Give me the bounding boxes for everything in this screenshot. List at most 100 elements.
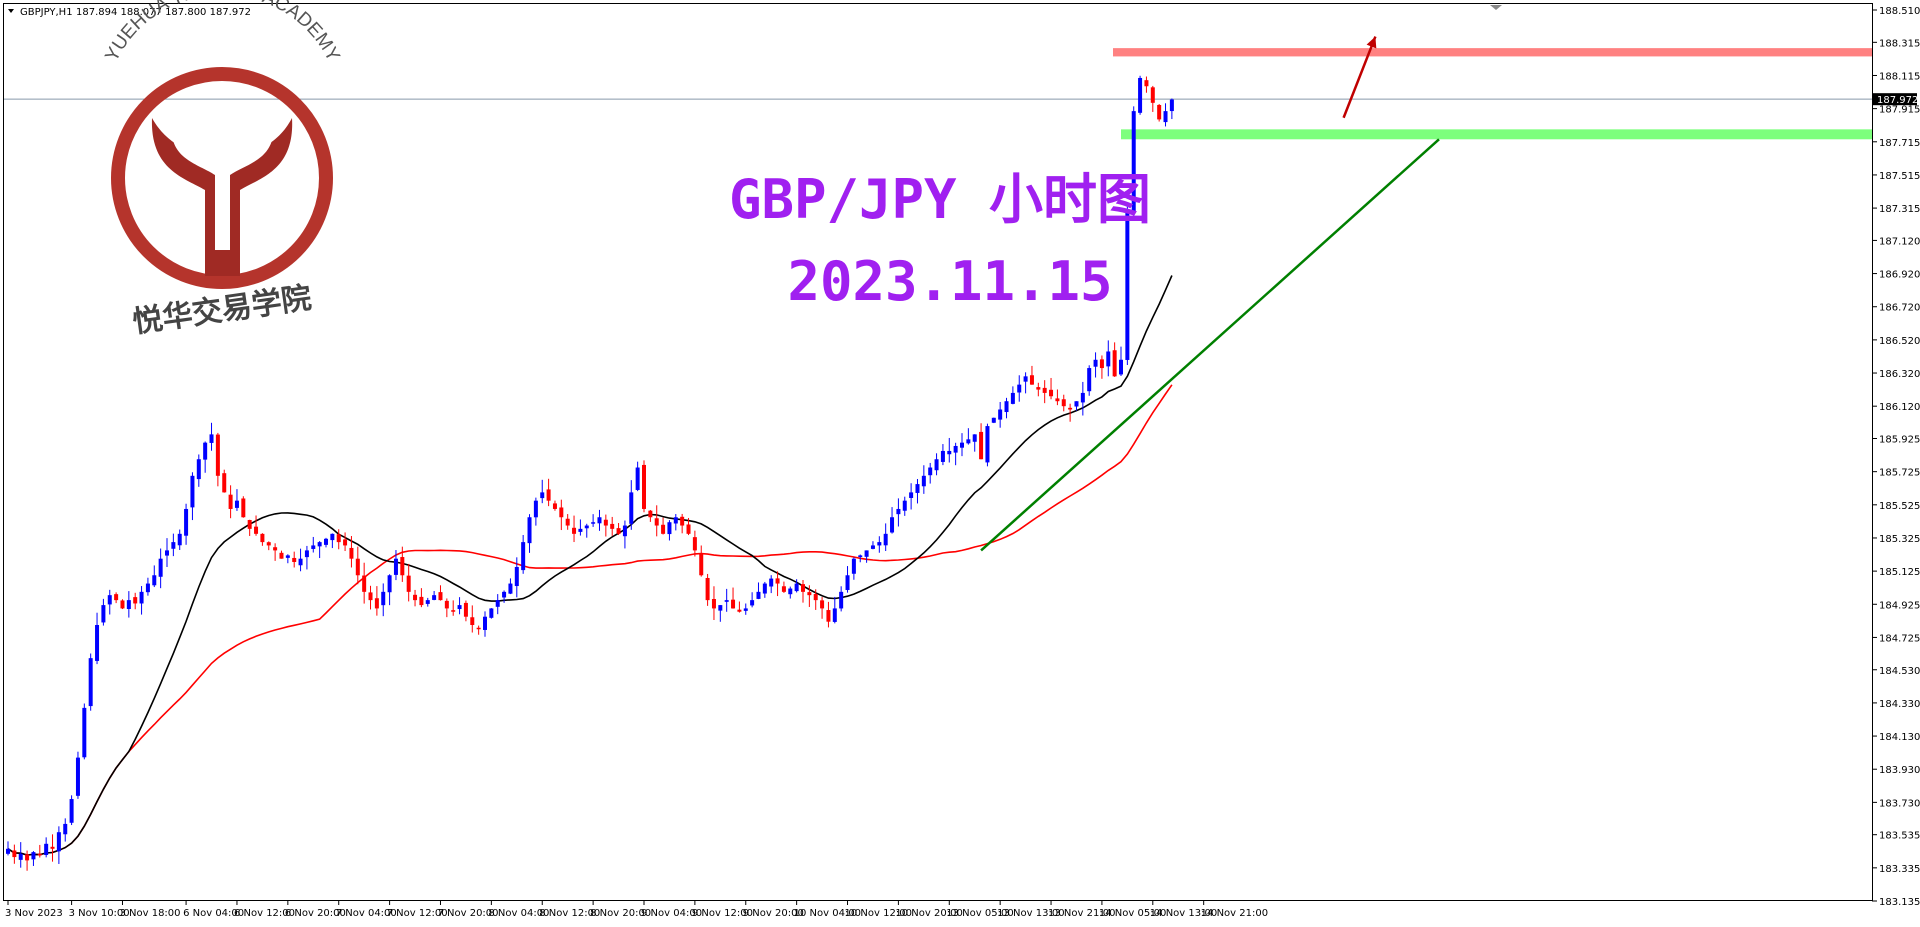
candle-body — [343, 539, 348, 546]
candle-body — [928, 467, 933, 476]
candle-body — [705, 577, 710, 601]
y-tick-label: 186.720 — [1879, 303, 1920, 314]
candle-body — [960, 442, 964, 448]
x-tick-label: 7 Nov 12:00 — [387, 908, 448, 919]
title-line1: GBP/JPY 小时图 — [729, 168, 1151, 231]
candle-body — [413, 594, 418, 601]
candle-body — [597, 517, 602, 524]
candle-body — [1017, 384, 1022, 393]
candle-body — [279, 552, 284, 559]
candle-body — [1036, 387, 1041, 390]
candle-body — [463, 602, 468, 617]
moving-averages — [7, 275, 1173, 856]
x-tick-label: 9 Nov 12:00 — [692, 908, 753, 919]
chart-shift-icon[interactable] — [1490, 5, 1502, 10]
title-line2: 2023.11.15 — [787, 250, 1112, 313]
x-tick-label: 8 Nov 20:00 — [590, 908, 651, 919]
candle-body — [1023, 376, 1028, 382]
candle-body — [540, 492, 545, 499]
x-tick-label: 6 Nov 12:00 — [234, 908, 295, 919]
x-tick-label: 14 Nov 13:00 — [1150, 908, 1217, 919]
candle-body — [1074, 401, 1079, 407]
candle-body — [292, 557, 297, 563]
zones — [1113, 48, 1872, 140]
candle-body — [304, 550, 309, 558]
support-zone — [1121, 129, 1872, 140]
candle-body — [750, 600, 755, 606]
trendline — [980, 138, 1440, 552]
candle-body — [381, 591, 386, 606]
chart-header-symbol: GBPJPY,H1 — [20, 7, 73, 18]
x-tick-label: 13 Nov 13:00 — [997, 908, 1064, 919]
candle-body — [559, 507, 564, 518]
candle-body — [769, 578, 774, 587]
candle-body — [165, 550, 169, 556]
candle-body — [12, 850, 17, 858]
x-tick-label: 9 Nov 04:00 — [641, 908, 702, 919]
candle-body — [1119, 359, 1123, 375]
candle-body — [317, 542, 322, 547]
candle-body — [1163, 111, 1168, 123]
candle-body — [336, 534, 341, 543]
resistance-zone — [1113, 48, 1872, 57]
candle-body — [966, 439, 971, 444]
candle-body — [807, 592, 812, 596]
candle-body — [794, 583, 799, 592]
candle-body — [572, 527, 577, 534]
candle-body — [171, 542, 176, 549]
candle-body — [801, 584, 805, 592]
x-tick-label: 10 Nov 12:00 — [845, 908, 912, 919]
candle-body — [890, 517, 895, 533]
candle-body — [565, 518, 570, 526]
candle-body — [1042, 387, 1047, 393]
candle-body — [419, 596, 424, 606]
candle-body — [44, 843, 49, 856]
candle-body — [133, 597, 138, 604]
candle-body — [718, 605, 723, 611]
candle-body — [247, 520, 252, 529]
time-axis: 3 Nov 2023 3 Nov 10:003 Nov 18:00 6 Nov 04… — [5, 900, 1268, 919]
y-tick-label: 185.125 — [1879, 567, 1920, 578]
dropdown-triangle-icon[interactable] — [8, 9, 14, 13]
candle-body — [820, 600, 825, 609]
candle-body — [285, 555, 290, 558]
candle-body — [972, 434, 977, 442]
candle-body — [527, 517, 532, 544]
y-tick-label: 184.330 — [1879, 699, 1920, 710]
candle-body — [158, 558, 163, 577]
candle-body — [508, 583, 513, 594]
candle-body — [234, 500, 239, 508]
candle-body — [374, 598, 379, 609]
x-tick-label: 8 Nov 12:00 — [539, 908, 600, 919]
current-price-tag — [1873, 93, 1917, 106]
drawings — [980, 36, 1440, 552]
candle-body — [642, 464, 646, 509]
candle-body — [273, 547, 278, 551]
ma-fast-line — [7, 275, 1173, 856]
y-tick-label: 186.320 — [1879, 369, 1920, 380]
candle-body — [63, 823, 68, 835]
candle-body — [661, 524, 666, 534]
candle-body — [400, 557, 405, 576]
candle-body — [349, 547, 354, 559]
candle-body — [940, 450, 945, 462]
candle-body — [985, 426, 990, 463]
candle-body — [254, 526, 259, 534]
candle-body — [311, 545, 316, 549]
candle-body — [82, 707, 87, 758]
candle-body — [1055, 398, 1060, 402]
candle-body — [324, 538, 328, 545]
candle-body — [667, 522, 672, 535]
candle-body — [56, 832, 61, 852]
candle-body — [177, 533, 182, 546]
candle-body — [979, 431, 984, 460]
y-tick-label: 184.530 — [1879, 666, 1920, 677]
candle-body — [330, 533, 335, 541]
candle-body — [266, 542, 271, 546]
candle-body — [673, 517, 678, 524]
candle-body — [298, 558, 303, 566]
y-tick-label: 188.315 — [1879, 38, 1920, 49]
x-tick-label: 9 Nov 20:00 — [743, 908, 804, 919]
